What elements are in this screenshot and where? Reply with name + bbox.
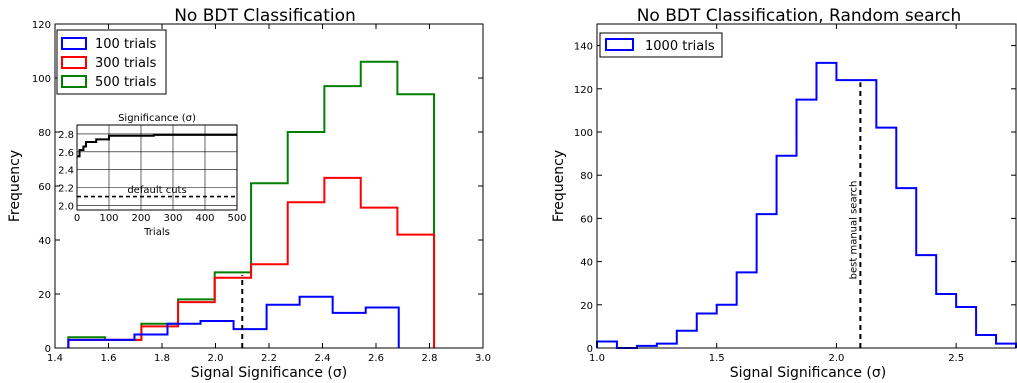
left-xtick-label: 1.4 — [47, 353, 63, 364]
right-ytick-label: 20 — [580, 301, 593, 312]
right-ytick-label: 140 — [574, 42, 593, 53]
left-legend-swatch-500 — [61, 75, 87, 88]
inset-ticks: 0 100 200 300 400 500 2.0 2.2 2.4 2.6 2.8 — [58, 130, 246, 224]
right-x-axis-label: Signal Significance (σ) — [730, 365, 886, 381]
right-series-1000-trials-line — [596, 61, 1017, 349]
inset-title: Significance (σ) — [118, 113, 196, 124]
right-annotation-layer: best manual search — [848, 82, 862, 348]
right-xtick-label: 1.5 — [709, 353, 725, 364]
left-y-axis-label: Frequency — [7, 150, 23, 222]
left-xtick-label: 3.0 — [475, 353, 491, 364]
right-chart-title: No BDT Classification, Random search — [637, 6, 962, 26]
right-legend-label-1000: 1000 trials — [645, 39, 715, 54]
inset-default-cuts-label: default cuts — [127, 185, 186, 196]
right-series-layer — [596, 61, 1017, 349]
inset-curve-layer — [77, 133, 237, 198]
right-legend-swatch-1000 — [605, 38, 634, 51]
left-legend-box — [56, 29, 167, 95]
right-vline-annotation-label: best manual search — [848, 181, 859, 280]
left-xtick-label: 2.6 — [368, 353, 384, 364]
right-ytick-label: 0 — [587, 344, 593, 355]
left-series-100-trials-line — [67, 295, 400, 348]
inset-significance-curve — [77, 133, 237, 158]
inset-ytick-label: 2.2 — [58, 184, 74, 195]
left-legend: 100 trials 300 trials 500 trials — [56, 29, 167, 95]
left-legend-label-300: 300 trials — [95, 56, 157, 71]
inset-ytick-label: 2.0 — [58, 202, 74, 213]
right-ytick-label: 60 — [580, 214, 593, 225]
left-xtick-label: 2.4 — [315, 353, 331, 364]
left-legend-label-500: 500 trials — [95, 75, 157, 90]
inset-x-axis-label: Trials — [143, 227, 170, 238]
left-ytick-label: 100 — [32, 74, 51, 85]
left-ytick-label: 80 — [38, 128, 51, 139]
inset-xtick-label: 0 — [74, 213, 80, 224]
inset-ytick-label: 2.8 — [58, 130, 74, 141]
left-x-axis-label: Signal Significance (σ) — [191, 365, 347, 381]
inset-xtick-label: 500 — [227, 213, 246, 224]
inset-ytick-label: 2.4 — [58, 166, 74, 177]
left-xtick-label: 1.6 — [101, 353, 117, 364]
inset-chart: Significance (σ) 0 100 200 300 400 500 2.0 2.2 2… — [58, 110, 247, 238]
left-series-layer — [67, 60, 436, 348]
inset-background — [62, 110, 242, 222]
left-chart-title: No BDT Classification — [174, 6, 356, 26]
inset-frame — [76, 124, 238, 211]
right-xtick-label: 2.0 — [828, 353, 844, 364]
right-y-axis-label: Frequency — [551, 150, 567, 222]
right-ytick-label: 80 — [580, 171, 593, 182]
inset-ytick-label: 2.6 — [58, 148, 74, 159]
left-chart: No BDT Classification 1.4 1.6 1.8 2.0 2.2 2.4… — [7, 6, 491, 381]
inset-xtick-label: 200 — [131, 213, 150, 224]
left-ytick-label: 40 — [38, 236, 51, 247]
right-legend-box — [599, 32, 723, 58]
right-legend: 1000 trials — [599, 32, 723, 58]
left-ytick-label: 60 — [38, 182, 51, 193]
left-legend-swatch-100 — [61, 37, 87, 50]
left-xtick-label: 1.8 — [154, 353, 170, 364]
left-xtick-label: 2.2 — [261, 353, 277, 364]
left-legend-label-100: 100 trials — [95, 37, 157, 52]
right-axis-ticks: 1.0 1.5 2.0 2.5 0 20 40 60 80 100 120 140 — [574, 24, 1016, 364]
left-xtick-label: 2.0 — [208, 353, 224, 364]
right-ytick-label: 120 — [574, 85, 593, 96]
right-xtick-label: 1.0 — [589, 353, 605, 364]
right-chart: No BDT Classification, Random search bes… — [551, 6, 1017, 381]
right-axes-frame — [596, 23, 1017, 349]
right-ytick-label: 100 — [574, 128, 593, 139]
left-ytick-label: 20 — [38, 290, 51, 301]
left-ytick-label: 120 — [32, 20, 51, 31]
left-axis-ticks: 1.4 1.6 1.8 2.0 2.2 2.4 2.6 2.8 3.0 0 20 40 60 80 100 1… — [32, 20, 491, 364]
left-xtick-label: 2.8 — [422, 353, 438, 364]
left-ytick-label: 0 — [45, 344, 51, 355]
inset-xtick-label: 400 — [195, 213, 214, 224]
right-xtick-label: 2.5 — [948, 353, 964, 364]
inset-xtick-label: 300 — [163, 213, 182, 224]
left-legend-swatch-300 — [61, 56, 87, 69]
right-ytick-label: 40 — [580, 258, 593, 269]
inset-xtick-label: 100 — [99, 213, 118, 224]
